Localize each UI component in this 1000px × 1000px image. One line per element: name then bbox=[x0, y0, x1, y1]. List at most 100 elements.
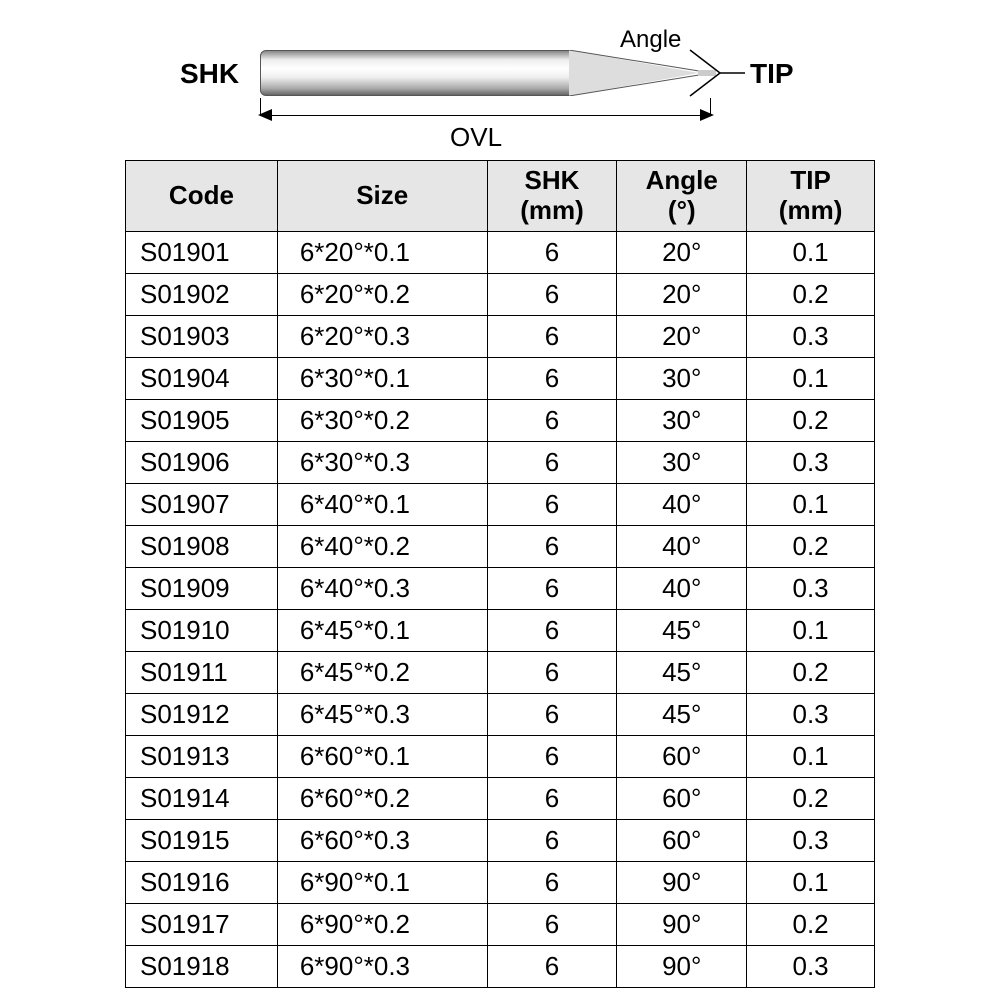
table-cell: 6*60°*0.2 bbox=[277, 777, 487, 819]
header-angle: Angle(°) bbox=[617, 161, 747, 232]
table-header-row: Code Size SHK(mm) Angle(°) TIP(mm) bbox=[126, 161, 875, 232]
table-cell: 0.2 bbox=[747, 399, 875, 441]
table-row: S019056*30°*0.2630°0.2 bbox=[126, 399, 875, 441]
table-cell: 0.1 bbox=[747, 357, 875, 399]
table-cell: 40° bbox=[617, 525, 747, 567]
table-cell: S01906 bbox=[126, 441, 278, 483]
specs-table: Code Size SHK(mm) Angle(°) TIP(mm) S0190… bbox=[125, 160, 875, 988]
table-cell: 6*45°*0.2 bbox=[277, 651, 487, 693]
table-cell: 6*20°*0.3 bbox=[277, 315, 487, 357]
table-cell: S01909 bbox=[126, 567, 278, 609]
table-cell: 0.3 bbox=[747, 693, 875, 735]
table-row: S019076*40°*0.1640°0.1 bbox=[126, 483, 875, 525]
table-row: S019176*90°*0.2690°0.2 bbox=[126, 903, 875, 945]
table-cell: S01918 bbox=[126, 945, 278, 987]
table-cell: 0.2 bbox=[747, 903, 875, 945]
shk-label: SHK bbox=[180, 58, 239, 90]
table-cell: 45° bbox=[617, 693, 747, 735]
table-row: S019116*45°*0.2645°0.2 bbox=[126, 651, 875, 693]
header-shk: SHK(mm) bbox=[487, 161, 617, 232]
table-cell: 6*60°*0.3 bbox=[277, 819, 487, 861]
table-row: S019126*45°*0.3645°0.3 bbox=[126, 693, 875, 735]
table-row: S019026*20°*0.2620°0.2 bbox=[126, 273, 875, 315]
table-cell: S01904 bbox=[126, 357, 278, 399]
table-cell: 6*30°*0.1 bbox=[277, 357, 487, 399]
table-cell: 6*30°*0.2 bbox=[277, 399, 487, 441]
table-cell: 30° bbox=[617, 357, 747, 399]
table-cell: 6 bbox=[487, 777, 617, 819]
table-row: S019146*60°*0.2660°0.2 bbox=[126, 777, 875, 819]
tip-label: TIP bbox=[750, 58, 794, 90]
table-cell: 60° bbox=[617, 735, 747, 777]
table-cell: S01905 bbox=[126, 399, 278, 441]
table-cell: 6*30°*0.3 bbox=[277, 441, 487, 483]
table-cell: 6 bbox=[487, 399, 617, 441]
table-cell: 30° bbox=[617, 441, 747, 483]
table-row: S019066*30°*0.3630°0.3 bbox=[126, 441, 875, 483]
table-cell: 6 bbox=[487, 567, 617, 609]
header-code: Code bbox=[126, 161, 278, 232]
header-tip: TIP(mm) bbox=[747, 161, 875, 232]
table-cell: 6 bbox=[487, 525, 617, 567]
table-row: S019136*60°*0.1660°0.1 bbox=[126, 735, 875, 777]
table-cell: 6*90°*0.3 bbox=[277, 945, 487, 987]
angle-lines-icon bbox=[630, 40, 750, 120]
table-cell: S01910 bbox=[126, 609, 278, 651]
table-cell: S01907 bbox=[126, 483, 278, 525]
table-cell: S01901 bbox=[126, 231, 278, 273]
table-cell: 0.2 bbox=[747, 777, 875, 819]
table-cell: 90° bbox=[617, 945, 747, 987]
table-cell: 0.1 bbox=[747, 483, 875, 525]
table-row: S019186*90°*0.3690°0.3 bbox=[126, 945, 875, 987]
table-cell: 20° bbox=[617, 231, 747, 273]
table-cell: 6 bbox=[487, 231, 617, 273]
table-row: S019166*90°*0.1690°0.1 bbox=[126, 861, 875, 903]
table-cell: S01908 bbox=[126, 525, 278, 567]
table-cell: 6*90°*0.1 bbox=[277, 861, 487, 903]
table-cell: 6 bbox=[487, 861, 617, 903]
table-cell: 45° bbox=[617, 651, 747, 693]
dim-arrow-right-icon bbox=[700, 109, 714, 121]
table-cell: S01912 bbox=[126, 693, 278, 735]
table-cell: 0.2 bbox=[747, 273, 875, 315]
table-row: S019036*20°*0.3620°0.3 bbox=[126, 315, 875, 357]
table-row: S019086*40°*0.2640°0.2 bbox=[126, 525, 875, 567]
table-row: S019046*30°*0.1630°0.1 bbox=[126, 357, 875, 399]
table-cell: S01914 bbox=[126, 777, 278, 819]
table-cell: 6*60°*0.1 bbox=[277, 735, 487, 777]
table-row: S019016*20°*0.1620°0.1 bbox=[126, 231, 875, 273]
table-cell: 30° bbox=[617, 399, 747, 441]
table-cell: 6 bbox=[487, 945, 617, 987]
table-cell: 6 bbox=[487, 609, 617, 651]
table-cell: 6*20°*0.1 bbox=[277, 231, 487, 273]
table-cell: 90° bbox=[617, 861, 747, 903]
table-cell: 60° bbox=[617, 819, 747, 861]
table-cell: 6*45°*0.1 bbox=[277, 609, 487, 651]
table-cell: 0.2 bbox=[747, 651, 875, 693]
table-cell: 6*90°*0.2 bbox=[277, 903, 487, 945]
table-cell: 6 bbox=[487, 357, 617, 399]
table-cell: 90° bbox=[617, 903, 747, 945]
table-cell: S01903 bbox=[126, 315, 278, 357]
table-cell: 6 bbox=[487, 903, 617, 945]
table-cell: 6 bbox=[487, 651, 617, 693]
table-cell: 0.1 bbox=[747, 861, 875, 903]
table-cell: 40° bbox=[617, 567, 747, 609]
table-cell: 0.1 bbox=[747, 231, 875, 273]
table-cell: S01917 bbox=[126, 903, 278, 945]
table-cell: 6 bbox=[487, 315, 617, 357]
table-cell: 0.2 bbox=[747, 525, 875, 567]
table-cell: S01911 bbox=[126, 651, 278, 693]
table-row: S019106*45°*0.1645°0.1 bbox=[126, 609, 875, 651]
table-cell: S01915 bbox=[126, 819, 278, 861]
table-cell: 6*40°*0.1 bbox=[277, 483, 487, 525]
table-cell: 0.3 bbox=[747, 441, 875, 483]
table-cell: 0.3 bbox=[747, 945, 875, 987]
table-cell: 6*45°*0.3 bbox=[277, 693, 487, 735]
table-cell: 0.1 bbox=[747, 735, 875, 777]
table-cell: 0.3 bbox=[747, 567, 875, 609]
tool-diagram: SHK Angle TIP OVL bbox=[150, 20, 850, 150]
table-row: S019156*60°*0.3660°0.3 bbox=[126, 819, 875, 861]
table-cell: 60° bbox=[617, 777, 747, 819]
header-size: Size bbox=[277, 161, 487, 232]
